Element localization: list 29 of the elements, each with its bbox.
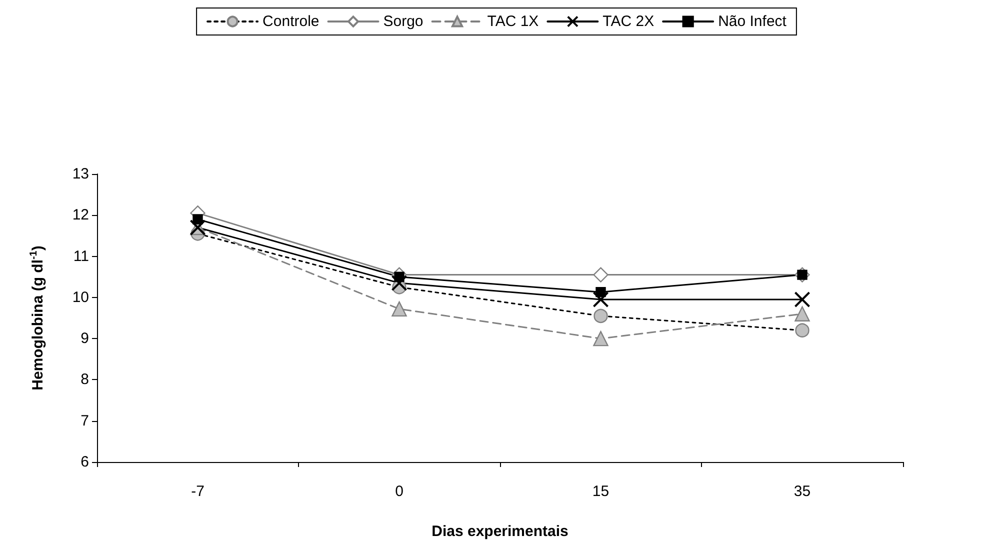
point [794, 291, 810, 308]
x-tick-label: 35 [794, 483, 811, 500]
point [391, 275, 408, 292]
point [392, 301, 407, 317]
point [592, 291, 609, 308]
x-tick-label: 15 [592, 483, 610, 500]
y-tick-label: 13 [72, 166, 89, 182]
point [192, 214, 203, 224]
y-tick-label: 12 [72, 206, 89, 224]
y-tick-label: 9 [80, 330, 89, 348]
point [794, 306, 810, 322]
point [596, 286, 606, 298]
point [593, 330, 608, 346]
legend-label: Sorgo [383, 13, 424, 30]
y-tick-label: 8 [80, 371, 89, 388]
y-tick-label: 7 [80, 412, 89, 430]
legend-label: Não Infect [718, 13, 788, 30]
y-axis-title: Hemoglobina (g dl-1) [28, 246, 46, 390]
legend-label: TAC 2X [602, 13, 654, 30]
y-tick-label: 10 [72, 288, 89, 306]
y-tick-label: 11 [73, 248, 89, 265]
legend-label: TAC 1X [487, 13, 539, 30]
legend-label: Controle [262, 13, 320, 30]
point [394, 272, 404, 282]
y-tick-label: 6 [80, 454, 89, 470]
x-axis-title: Dias experimentais [432, 523, 568, 540]
x-tick-label: -7 [191, 483, 204, 500]
x-tick-label: 0 [395, 483, 404, 500]
point [593, 267, 608, 282]
